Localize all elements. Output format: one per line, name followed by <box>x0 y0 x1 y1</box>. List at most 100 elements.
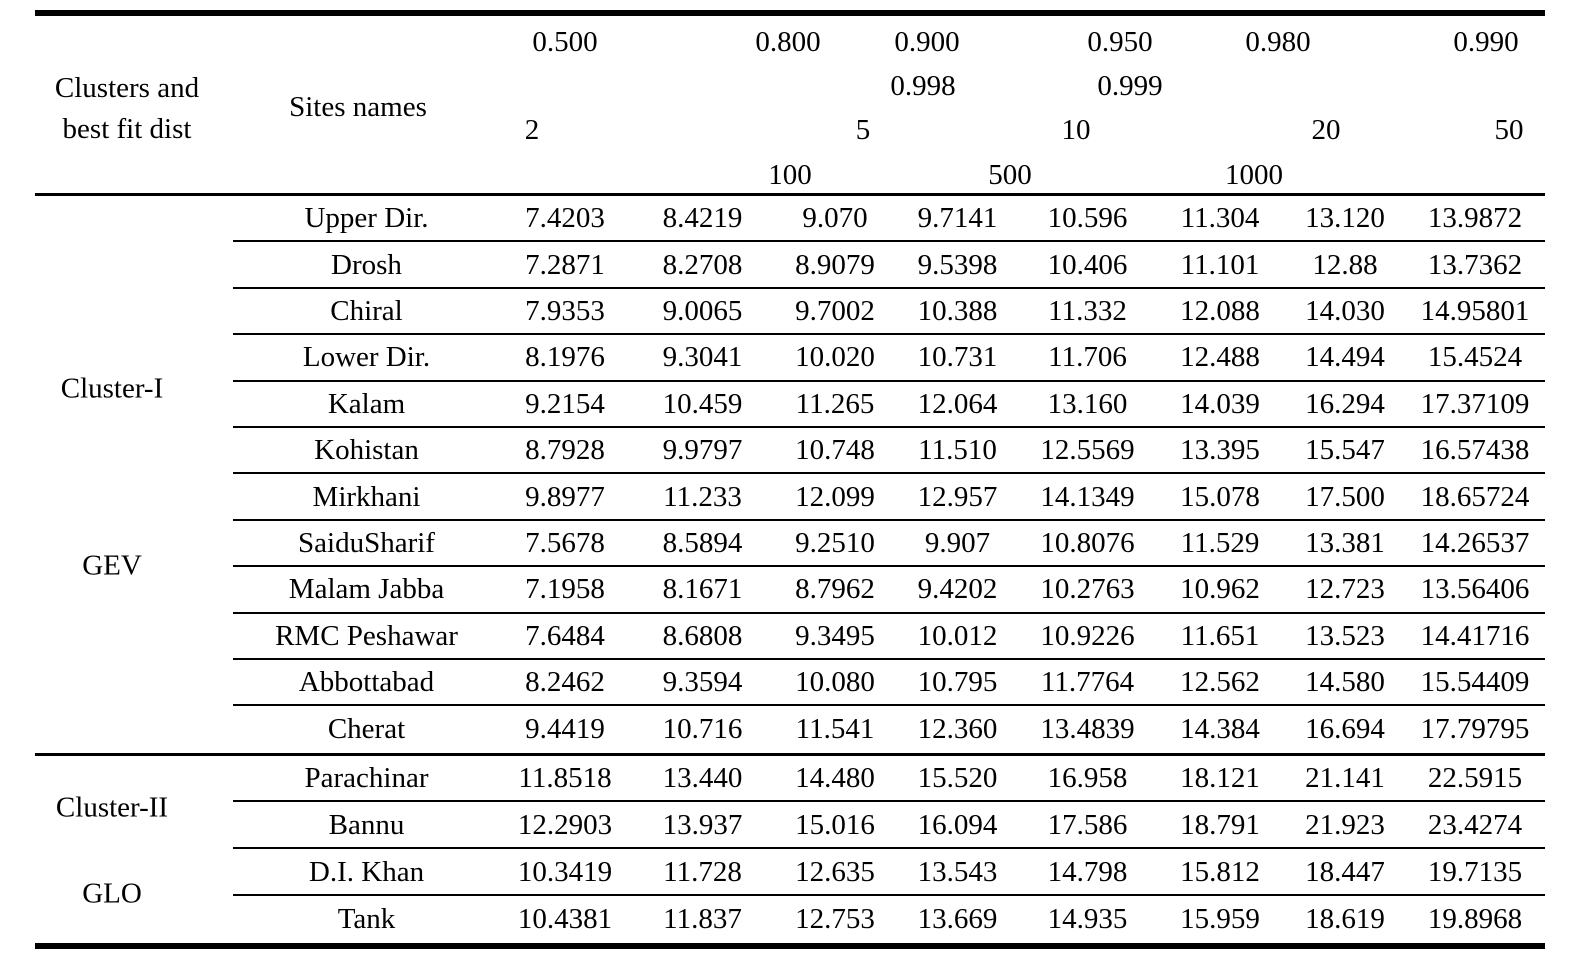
cluster-zone-spacer <box>35 474 233 520</box>
table-row: Abbottabad 8.2462 9.3594 10.080 10.795 1… <box>35 660 1545 707</box>
table-row: Chiral 7.9353 9.0065 9.7002 10.388 11.33… <box>35 289 1545 336</box>
quantile-value-cell: 15.547 <box>1305 434 1385 467</box>
quantile-value-cell: 11.101 <box>1180 248 1260 281</box>
quantile-value-cell: 18.121 <box>1180 762 1260 795</box>
quantile-value-cell: 14.494 <box>1305 341 1385 374</box>
quantile-value-cell: 7.1958 <box>525 573 605 606</box>
quantile-value-cell: 15.078 <box>1180 480 1260 513</box>
probability-label: 0.800 <box>755 26 821 58</box>
quantile-value-cell: 12.753 <box>795 903 875 936</box>
site-name-cell: Bannu <box>328 808 405 841</box>
quantile-value-cell: 18.65724 <box>1420 480 1530 513</box>
sites-names-header: Sites names <box>289 91 427 123</box>
site-name-cell: Tank <box>337 903 396 936</box>
quantile-value-cell: 17.79795 <box>1420 713 1530 746</box>
quantile-value-cell: 17.37109 <box>1420 387 1530 420</box>
quantile-value-cell: 9.5398 <box>917 248 998 281</box>
table-row: Kohistan 8.7928 9.9797 10.748 11.510 12.… <box>35 428 1545 475</box>
quantile-value-cell: 18.619 <box>1305 903 1385 936</box>
quantile-value-cell: 10.8076 <box>1040 526 1135 559</box>
quantile-value-cell: 14.95801 <box>1420 294 1530 327</box>
quantile-value-cell: 13.543 <box>917 855 998 888</box>
probability-label: 0.980 <box>1245 26 1311 58</box>
quantile-value-cell: 12.635 <box>795 855 875 888</box>
cluster-label: Cluster-I <box>60 372 164 405</box>
quantile-value-cell: 10.459 <box>662 387 743 420</box>
quantile-value-cell: 7.9353 <box>525 294 605 327</box>
quantile-value-cell: 11.332 <box>1048 294 1127 327</box>
return-period-label: 500 <box>988 159 1032 191</box>
quantile-value-cell: 11.837 <box>663 903 742 936</box>
return-period-label: 5 <box>855 114 871 146</box>
quantile-value-cell: 12.064 <box>917 387 998 420</box>
row-content: Bannu 12.2903 13.937 15.016 16.094 17.58… <box>233 802 1545 850</box>
site-name-cell: Kohistan <box>314 434 419 467</box>
quantile-value-cell: 11.529 <box>1180 526 1260 559</box>
table-row: Parachinar 11.8518 13.440 14.480 15.520 … <box>35 756 1545 803</box>
distribution-label: GEV <box>82 549 142 582</box>
quantile-value-cell: 11.510 <box>918 434 997 467</box>
table-row: Cherat 9.4419 10.716 11.541 12.360 13.48… <box>35 706 1545 752</box>
row-content: Kohistan 8.7928 9.9797 10.748 11.510 12.… <box>233 428 1545 475</box>
probability-label: 0.998 <box>890 70 956 102</box>
table-row: Tank 10.4381 11.837 12.753 13.669 14.935… <box>35 896 1545 943</box>
quantile-value-cell: 9.7002 <box>795 294 875 327</box>
quantile-value-cell: 12.5569 <box>1040 434 1135 467</box>
quantile-value-cell: 11.728 <box>663 855 742 888</box>
probability-label: 0.500 <box>532 26 598 58</box>
table-row: SaiduSharif 7.5678 8.5894 9.2510 9.907 1… <box>35 521 1545 568</box>
table-row: Mirkhani 9.8977 11.233 12.099 12.957 14.… <box>35 474 1545 521</box>
quantile-value-cell: 10.962 <box>1180 573 1260 606</box>
quantile-value-cell: 15.4524 <box>1427 341 1523 374</box>
quantile-value-cell: 16.958 <box>1047 762 1128 795</box>
site-name-cell: Malam Jabba <box>288 573 445 606</box>
quantile-value-cell: 9.3495 <box>795 619 875 652</box>
quantile-value-cell: 14.580 <box>1305 666 1385 699</box>
return-period-label: 20 <box>1311 114 1341 146</box>
quantile-value-cell: 12.360 <box>917 713 998 746</box>
quantile-value-cell: 7.2871 <box>525 248 605 281</box>
quantile-value-cell: 11.304 <box>1180 202 1260 235</box>
site-name-cell: Cherat <box>327 713 406 746</box>
table-row: Malam Jabba 7.1958 8.1671 8.7962 9.4202 … <box>35 567 1545 614</box>
row-content: Kalam 9.2154 10.459 11.265 12.064 13.160… <box>233 382 1545 428</box>
row-content: Tank 10.4381 11.837 12.753 13.669 14.935… <box>233 896 1545 943</box>
quantile-value-cell: 8.7928 <box>525 434 605 467</box>
quantile-value-cell: 15.959 <box>1180 903 1260 936</box>
return-period-label: 2 <box>524 114 540 146</box>
quantile-value-cell: 10.020 <box>795 341 875 374</box>
row-content: Cherat 9.4419 10.716 11.541 12.360 13.48… <box>233 706 1545 752</box>
quantile-value-cell: 21.923 <box>1305 808 1385 841</box>
quantile-value-cell: 7.6484 <box>525 619 605 652</box>
quantile-value-cell: 11.8518 <box>518 762 612 795</box>
quantile-value-cell: 12.2903 <box>517 808 613 841</box>
quantile-value-cell: 15.520 <box>917 762 998 795</box>
quantile-value-cell: 16.694 <box>1305 713 1385 746</box>
site-name-cell: Kalam <box>327 387 406 420</box>
quantile-value-cell: 9.3594 <box>662 666 743 699</box>
quantile-value-cell: 15.812 <box>1180 855 1260 888</box>
distribution-label: GLO <box>82 877 142 910</box>
quantile-value-cell: 10.731 <box>917 341 998 374</box>
quantile-value-cell: 10.748 <box>795 434 875 467</box>
site-name-cell: Lower Dir. <box>302 341 431 374</box>
probability-label: 0.950 <box>1087 26 1153 58</box>
site-name-cell: Upper Dir. <box>304 202 429 235</box>
site-name-cell: Abbottabad <box>298 666 435 699</box>
cluster-zone-spacer <box>35 196 233 242</box>
quantile-value-cell: 14.1349 <box>1040 480 1135 513</box>
quantile-value-cell: 16.094 <box>917 808 998 841</box>
quantile-value-cell: 12.88 <box>1312 248 1378 281</box>
quantile-value-cell: 14.26537 <box>1420 526 1530 559</box>
quantile-value-cell: 15.016 <box>795 808 875 841</box>
cluster-zone-spacer <box>35 706 233 752</box>
table-row: D.I. Khan 10.3419 11.728 12.635 13.543 1… <box>35 849 1545 896</box>
quantile-value-cell: 12.957 <box>917 480 998 513</box>
quantile-value-cell: 14.384 <box>1180 713 1260 746</box>
table-row: Kalam 9.2154 10.459 11.265 12.064 13.160… <box>35 382 1545 428</box>
quantile-value-cell: 22.5915 <box>1427 762 1523 795</box>
quantile-value-cell: 13.160 <box>1047 387 1128 420</box>
table-row: RMC Peshawar 7.6484 8.6808 9.3495 10.012… <box>35 614 1545 660</box>
quantile-value-cell: 10.3419 <box>517 855 613 888</box>
quantile-value-cell: 8.7962 <box>795 573 875 606</box>
